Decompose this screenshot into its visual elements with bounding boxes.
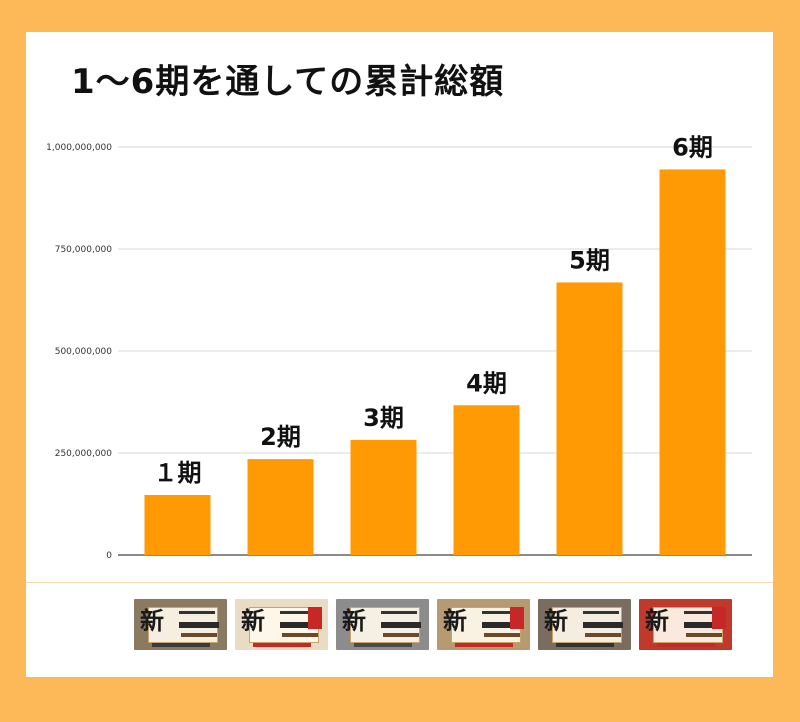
- shin-glyph: 新: [342, 606, 366, 635]
- bar: [556, 282, 623, 555]
- bar: [144, 495, 211, 555]
- thumbnail-banner: [249, 607, 320, 643]
- chart-title: 1〜6期を通しての累計総額: [71, 62, 505, 102]
- bar-category-label: 5期: [569, 246, 610, 274]
- bar-category-label: １期: [154, 459, 202, 487]
- shin-glyph: 新: [140, 606, 164, 635]
- thumbnail-badge: [308, 607, 322, 629]
- thumbnail-strip-bar: [657, 643, 715, 647]
- thumbnail-banner: [653, 607, 724, 643]
- bar: [659, 169, 726, 555]
- thumbnail-strip-bar: [354, 643, 412, 647]
- thumbnail-banner: [552, 607, 623, 643]
- bar: [350, 439, 417, 555]
- bar-chart: 0 250,000,000 500,000,000 750,000,000 1,000,…: [46, 133, 752, 561]
- shin-glyph: 新: [443, 606, 467, 635]
- thumbnail-strip-bar: [556, 643, 614, 647]
- shin-glyph: 新: [544, 606, 568, 635]
- thumbnail-badge: [712, 607, 726, 629]
- thumbnail-strip: 新新新新新新: [134, 599, 732, 650]
- project-thumbnail: 新: [538, 599, 631, 650]
- chart-card: 1〜6期を通しての累計総額 0 250,000,000 500,000,000 750…: [26, 32, 773, 677]
- y-tick-label: 500,000,000: [55, 347, 113, 357]
- thumbnail-strip-bar: [455, 643, 513, 647]
- divider: [26, 582, 773, 583]
- y-tick-label: 250,000,000: [55, 449, 113, 459]
- project-thumbnail: 新: [437, 599, 530, 650]
- thumbnail-badge: [510, 607, 524, 629]
- y-tick-label: 1,000,000,000: [46, 143, 112, 153]
- thumbnail-strip-bar: [152, 643, 210, 647]
- project-thumbnail: 新: [639, 599, 732, 650]
- thumbnail-strip-bar: [253, 643, 311, 647]
- thumbnail-banner: [148, 607, 219, 643]
- y-tick-label: 0: [106, 551, 112, 561]
- y-tick-label: 750,000,000: [55, 245, 113, 255]
- shin-glyph: 新: [241, 606, 265, 635]
- thumbnail-banner: [350, 607, 421, 643]
- project-thumbnail: 新: [336, 599, 429, 650]
- bar: [247, 459, 314, 555]
- bar-category-label: 4期: [466, 369, 507, 397]
- bar-category-label: 2期: [260, 423, 301, 451]
- bar-category-label: 6期: [672, 133, 713, 161]
- bar-category-label: 3期: [363, 404, 404, 432]
- project-thumbnail: 新: [134, 599, 227, 650]
- thumbnail-banner: [451, 607, 522, 643]
- shin-glyph: 新: [645, 606, 669, 635]
- bar: [453, 405, 520, 555]
- project-thumbnail: 新: [235, 599, 328, 650]
